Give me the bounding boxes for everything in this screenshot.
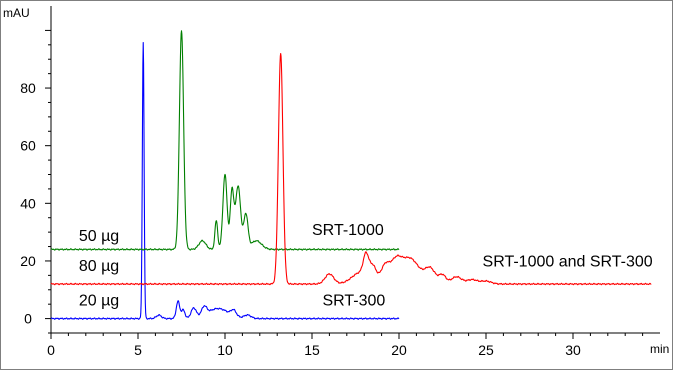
x-tick-label: 25 [478, 342, 494, 358]
y-ticks: 0 20 40 60 80 [20, 29, 51, 334]
x-tick-label: 30 [565, 342, 581, 358]
x-unit-label: min [650, 342, 669, 356]
y-tick-label: 60 [20, 138, 36, 154]
y-tick-label: 40 [20, 195, 36, 211]
annotation-label: 80 µg [79, 258, 119, 275]
trace-blue [50, 42, 400, 320]
x-tick-label: 5 [134, 342, 142, 358]
y-tick-label: 0 [24, 311, 32, 327]
y-unit-label: mAU [3, 6, 30, 20]
x-tick-label: 10 [217, 342, 233, 358]
x-tick-label: 0 [47, 342, 55, 358]
x-ticks: 0 5 10 15 20 25 30 [47, 333, 644, 358]
annotation-label: SRT-1000 [312, 222, 384, 239]
trace-red [50, 52, 652, 286]
trace-green [50, 30, 400, 251]
annotation-label: SRT-1000 and SRT-300 [483, 254, 653, 271]
annotations: 50 µg 80 µg 20 µg SRT-1000 SRT-1000 and SRT-… [79, 222, 653, 310]
y-tick-label: 80 [20, 80, 36, 96]
y-tick-label: 20 [20, 253, 36, 269]
x-tick-label: 20 [391, 342, 407, 358]
annotation-label: SRT-300 [322, 293, 385, 310]
annotation-label: 20 µg [79, 293, 119, 310]
annotation-label: 50 µg [79, 228, 119, 245]
x-tick-label: 15 [304, 342, 320, 358]
series-layer [50, 30, 652, 320]
